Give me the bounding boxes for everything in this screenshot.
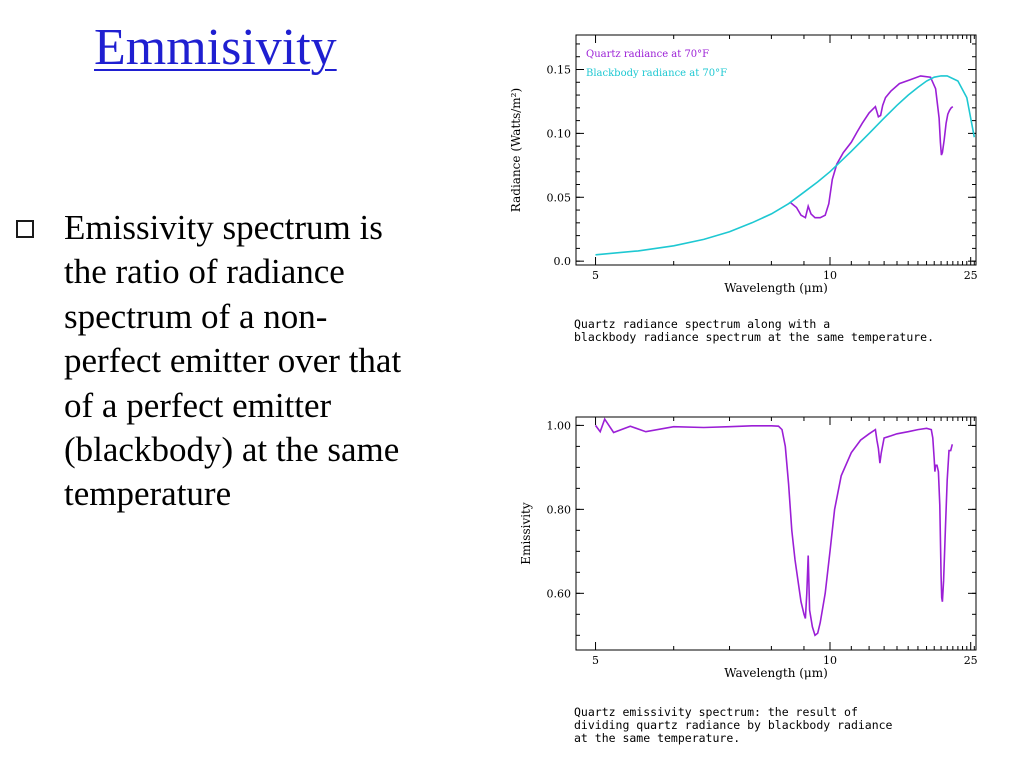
x-minor-ticks — [595, 417, 975, 650]
x-tick-label: 10 — [823, 654, 837, 667]
series-line-quartz — [789, 75, 954, 219]
y-tick-label: 0.05 — [547, 191, 572, 204]
y-tick-label: 0.60 — [547, 587, 572, 600]
x-minor-ticks — [595, 35, 975, 265]
x-tick-label: 10 — [823, 269, 837, 282]
y-tick-label: 0.80 — [547, 503, 572, 516]
bullet-text: Emissivity spectrum is the ratio of radi… — [64, 208, 402, 514]
y-tick-label: 0.15 — [547, 64, 572, 77]
y-tick-label: 0.0 — [554, 255, 572, 268]
x-tick-label: 25 — [964, 269, 978, 282]
x-tick-label: 5 — [592, 269, 599, 282]
series-line-blackbody — [595, 75, 976, 256]
legend-entry: Blackbody radiance at 70°F — [586, 68, 727, 79]
slide-title[interactable]: Emmisivity — [94, 19, 337, 76]
x-tick-label: 5 — [592, 654, 599, 667]
y-axis-label: Radiance (Watts/m²) — [509, 88, 523, 212]
radiance-caption: Quartz radiance spectrum along with a bl… — [574, 317, 935, 344]
x-axis-label: Wavelength (μm) — [724, 281, 828, 295]
emissivity-caption: Quartz emissivity spectrum: the result o… — [574, 705, 893, 745]
y-ticks — [576, 424, 976, 636]
y-axis-label: Emissivity — [519, 502, 533, 565]
bullet-square-icon — [16, 220, 34, 238]
x-tick-label: 25 — [964, 654, 978, 667]
plot-frame — [575, 34, 977, 266]
y-tick-label: 0.10 — [547, 127, 572, 140]
legend-entry: Quartz radiance at 70°F — [586, 49, 709, 60]
y-tick-label: 1.00 — [547, 419, 572, 432]
x-axis-label: Wavelength (μm) — [724, 666, 828, 680]
series-line-quartz — [594, 417, 954, 637]
plot-frame — [575, 416, 977, 651]
